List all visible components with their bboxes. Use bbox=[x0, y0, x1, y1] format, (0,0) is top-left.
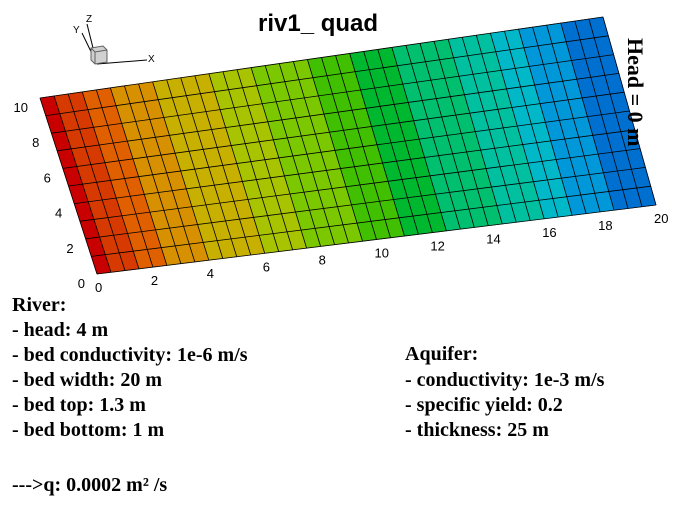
mesh-row-line bbox=[39, 16, 604, 99]
mesh-grid bbox=[39, 16, 657, 275]
mesh-row-line bbox=[57, 73, 619, 152]
mesh-row-line bbox=[91, 185, 651, 257]
river-line-head: - head: 4 m bbox=[12, 319, 109, 341]
x-tick-label: 12 bbox=[430, 239, 444, 254]
river-line-bed-conductivity: - bed conductivity: 1e-6 m/s bbox=[12, 344, 248, 366]
y-tick-label: 0 bbox=[78, 276, 85, 291]
mesh-row-line bbox=[74, 129, 635, 204]
y-axis-ticks: 0 2 4 6 8 10 bbox=[14, 100, 85, 291]
x-tick-label: 10 bbox=[375, 246, 389, 261]
x-tick-label: 6 bbox=[263, 259, 270, 274]
mesh-row-line bbox=[79, 148, 641, 222]
x-tick-label: 18 bbox=[598, 218, 612, 233]
triad-y-label: Y bbox=[73, 25, 80, 36]
x-tick-label: 14 bbox=[486, 232, 500, 247]
x-tick-label: 2 bbox=[151, 273, 158, 288]
x-tick-label: 4 bbox=[207, 266, 214, 281]
x-tick-label: 0 bbox=[95, 280, 102, 295]
axes-triad: X Z Y bbox=[73, 14, 155, 65]
y-tick-label: 6 bbox=[44, 170, 51, 185]
triad-x-label: X bbox=[148, 54, 155, 65]
x-axis-arrow bbox=[96, 59, 148, 65]
plot-title: riv1_ quad bbox=[258, 10, 379, 37]
y-tick-label: 2 bbox=[66, 241, 73, 256]
mesh-row-line bbox=[96, 204, 657, 275]
aquifer-line-specific-yield: - specific yield: 0.2 bbox=[405, 394, 563, 416]
x-tick-label: 20 bbox=[654, 211, 668, 226]
river-flux: --->q: 0.0002 m² /s bbox=[12, 474, 168, 496]
river-line-bed-bottom: - bed bottom: 1 m bbox=[12, 419, 165, 441]
y-tick-label: 8 bbox=[32, 135, 39, 150]
mesh-row-line bbox=[68, 110, 630, 187]
triad-cube bbox=[90, 45, 108, 65]
mesh-row-line bbox=[45, 35, 609, 116]
river-line-bed-top: - bed top: 1.3 m bbox=[12, 394, 146, 416]
aquifer-line-conductivity: - conductivity: 1e-3 m/s bbox=[405, 369, 605, 391]
x-tick-label: 16 bbox=[542, 225, 556, 240]
x-axis-ticks: 0 2 4 6 8 10 12 14 16 18 20 bbox=[95, 211, 668, 295]
mesh-row-line bbox=[62, 91, 625, 169]
river-heading: River: bbox=[12, 294, 67, 316]
mesh-row-line bbox=[51, 54, 614, 134]
triad-z-label: Z bbox=[86, 14, 92, 25]
y-tick-label: 10 bbox=[14, 100, 28, 115]
aquifer-line-thickness: - thickness: 25 m bbox=[405, 419, 549, 441]
mesh-row-line bbox=[85, 167, 646, 240]
aquifer-heading: Aquifer: bbox=[405, 343, 479, 365]
x-tick-label: 8 bbox=[319, 252, 326, 267]
boundary-head-label: Head = 0 m bbox=[623, 38, 648, 147]
river-line-bed-width: - bed width: 20 m bbox=[12, 369, 163, 391]
y-tick-label: 4 bbox=[55, 206, 62, 221]
